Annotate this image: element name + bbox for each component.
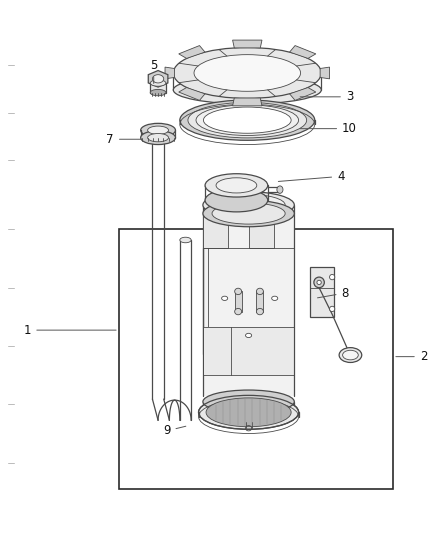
Bar — [119, 229, 393, 489]
Text: 9: 9 — [163, 424, 186, 438]
Ellipse shape — [188, 102, 307, 138]
Ellipse shape — [180, 100, 315, 140]
Polygon shape — [233, 98, 262, 106]
Bar — [204, 327, 293, 375]
Polygon shape — [179, 87, 205, 100]
Text: 3: 3 — [300, 90, 353, 103]
Ellipse shape — [148, 126, 169, 134]
Polygon shape — [148, 70, 168, 87]
Bar — [203, 214, 294, 397]
Ellipse shape — [329, 274, 335, 280]
Ellipse shape — [317, 280, 321, 285]
Ellipse shape — [235, 309, 242, 315]
Ellipse shape — [196, 105, 299, 135]
Polygon shape — [179, 45, 205, 59]
Ellipse shape — [198, 395, 299, 429]
Ellipse shape — [329, 306, 335, 312]
Text: 4: 4 — [279, 170, 345, 183]
Text: 7: 7 — [106, 133, 142, 146]
Polygon shape — [290, 45, 316, 59]
Bar — [150, 83, 166, 93]
Polygon shape — [165, 67, 174, 79]
Ellipse shape — [205, 174, 268, 197]
Ellipse shape — [203, 107, 291, 133]
Text: 5: 5 — [150, 59, 157, 84]
Ellipse shape — [246, 333, 252, 337]
Ellipse shape — [339, 348, 362, 362]
Ellipse shape — [216, 178, 257, 193]
Ellipse shape — [272, 296, 278, 301]
Ellipse shape — [203, 192, 294, 218]
Ellipse shape — [212, 195, 285, 216]
Bar — [249, 214, 274, 248]
Polygon shape — [233, 40, 262, 48]
Ellipse shape — [314, 277, 324, 288]
Ellipse shape — [150, 90, 166, 96]
Ellipse shape — [343, 350, 358, 360]
Bar — [203, 214, 228, 248]
Ellipse shape — [173, 47, 321, 99]
Ellipse shape — [180, 237, 191, 243]
Bar — [311, 266, 334, 317]
Ellipse shape — [206, 398, 291, 427]
Ellipse shape — [222, 296, 228, 301]
Text: 1: 1 — [24, 324, 116, 337]
Ellipse shape — [141, 131, 176, 144]
Text: 10: 10 — [300, 122, 357, 135]
Ellipse shape — [194, 55, 300, 91]
Bar — [235, 292, 242, 312]
Ellipse shape — [141, 123, 176, 137]
Ellipse shape — [256, 309, 263, 315]
Polygon shape — [320, 67, 329, 79]
Text: 8: 8 — [318, 287, 349, 300]
Text: 2: 2 — [396, 350, 427, 363]
Ellipse shape — [173, 76, 321, 104]
Ellipse shape — [212, 203, 285, 224]
Ellipse shape — [150, 80, 166, 86]
Ellipse shape — [203, 200, 294, 227]
Ellipse shape — [152, 75, 164, 83]
Ellipse shape — [277, 186, 283, 193]
Polygon shape — [290, 87, 316, 100]
Ellipse shape — [148, 134, 169, 142]
Bar — [256, 292, 263, 312]
Ellipse shape — [235, 288, 242, 295]
Ellipse shape — [256, 288, 263, 295]
Ellipse shape — [205, 189, 268, 212]
Ellipse shape — [203, 390, 294, 414]
